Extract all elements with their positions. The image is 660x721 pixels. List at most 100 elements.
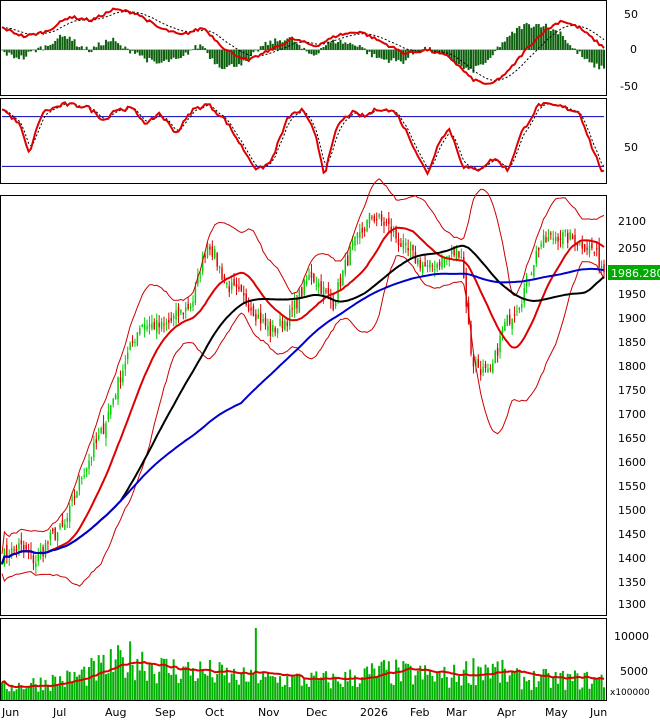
- macd-tick-label: 0: [630, 43, 637, 56]
- volume-bar: [419, 665, 422, 700]
- volume-bar: [598, 677, 601, 700]
- macd-histogram-bar: [441, 49, 444, 53]
- candle-body: [214, 249, 216, 259]
- candle-body: [554, 237, 557, 242]
- candle-body: [429, 260, 431, 269]
- macd-histogram-bar: [375, 49, 378, 59]
- volume-bar: [455, 681, 458, 700]
- macd-histogram-bar: [334, 43, 337, 50]
- candle-body: [47, 542, 49, 544]
- candle-body: [523, 288, 525, 304]
- volume-bar: [356, 686, 359, 700]
- candle-body: [482, 366, 484, 373]
- volume-bar: [78, 674, 81, 700]
- volume-bar: [225, 667, 228, 700]
- volume-bar: [228, 682, 231, 700]
- volume-bar: [544, 669, 547, 700]
- macd-histogram-bar: [506, 37, 509, 50]
- macd-histogram-bar: [322, 46, 325, 50]
- volume-bar: [573, 670, 576, 700]
- macd-histogram-bar: [445, 49, 448, 55]
- macd-histogram-bar: [194, 45, 197, 50]
- volume-bar: [395, 659, 398, 700]
- volume-bar: [61, 681, 64, 700]
- candle-body: [327, 288, 330, 294]
- macd-histogram-bar: [30, 49, 33, 52]
- volume-tick-label: 5000: [620, 665, 648, 678]
- volume-bar: [291, 674, 294, 700]
- candle-body: [291, 308, 293, 310]
- candle-body: [516, 311, 518, 313]
- macd-histogram-bar: [298, 44, 301, 50]
- candle-body: [574, 234, 576, 246]
- macd-histogram-bar: [583, 49, 586, 60]
- candle-body: [18, 543, 20, 550]
- candle-body: [465, 273, 467, 307]
- macd-histogram-bar: [329, 42, 332, 50]
- volume-bar: [583, 672, 586, 700]
- macd-histogram-bar: [547, 27, 550, 50]
- candle-body: [276, 328, 279, 334]
- volume-bar: [155, 683, 158, 700]
- volume-bar: [97, 655, 100, 700]
- candle-body: [317, 283, 320, 288]
- macd-histogram-bar: [600, 49, 603, 66]
- macd-histogram-bar: [5, 49, 8, 56]
- volume-bar: [102, 654, 105, 700]
- volume-bar: [235, 679, 238, 700]
- candle-body: [226, 283, 228, 285]
- volume-bar: [148, 663, 151, 700]
- macd-histogram-bar: [511, 31, 514, 50]
- volume-bar: [477, 666, 480, 700]
- candle-body: [238, 286, 240, 290]
- candle-body: [351, 242, 354, 247]
- volume-bar: [412, 684, 415, 700]
- volume-bar: [370, 663, 373, 700]
- month-label: Dec: [306, 706, 327, 719]
- volume-bar: [382, 660, 385, 700]
- macd-histogram-bar: [262, 45, 265, 50]
- volume-bar: [549, 687, 552, 700]
- candle-body: [110, 405, 112, 415]
- candle-body: [334, 301, 337, 307]
- macd-histogram-bar: [71, 40, 74, 50]
- candle-body: [501, 329, 504, 333]
- volume-bar: [42, 690, 45, 700]
- volume-bar: [221, 664, 224, 700]
- candle-body: [596, 248, 598, 250]
- macd-histogram-bar: [228, 49, 231, 66]
- macd-histogram-bar: [165, 49, 168, 60]
- candle-body: [107, 411, 110, 420]
- volume-bar: [1, 682, 3, 700]
- bollinger-lower-line: [1, 254, 605, 587]
- candle-body: [453, 246, 455, 256]
- macd-histogram-bar: [421, 49, 424, 50]
- macd-histogram-bar: [124, 46, 127, 50]
- candle-body: [559, 238, 562, 240]
- candle-body: [20, 539, 23, 545]
- macd-histogram-bar: [191, 49, 194, 50]
- macd-histogram-bar: [499, 47, 502, 50]
- macd-histogram-bar: [119, 45, 122, 50]
- macd-histogram-bar: [595, 49, 598, 64]
- macd-histogram-bar: [201, 46, 204, 50]
- price-tick-label: 1600: [618, 456, 646, 469]
- macd-histogram-bar: [162, 49, 165, 61]
- volume-bar: [39, 677, 42, 700]
- volume-bar: [324, 671, 327, 700]
- volume-bar: [380, 661, 383, 700]
- candle-body: [552, 238, 554, 240]
- volume-bar: [566, 673, 569, 700]
- macd-histogram-bar: [34, 49, 37, 53]
- volume-bar: [453, 664, 456, 700]
- candle-body: [180, 309, 182, 314]
- macd-histogram-bar: [557, 34, 560, 50]
- macd-histogram-bar: [158, 49, 161, 64]
- volume-bar: [327, 682, 330, 700]
- macd-histogram-bar: [385, 49, 388, 60]
- volume-bar: [315, 671, 318, 700]
- volume-bar: [363, 668, 366, 700]
- candle-body: [376, 219, 378, 221]
- macd-histogram-bar: [515, 27, 518, 50]
- macd-histogram-bar: [559, 31, 562, 50]
